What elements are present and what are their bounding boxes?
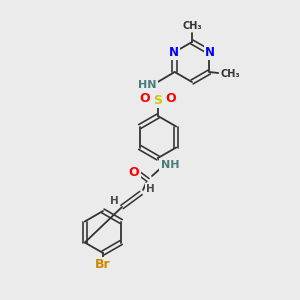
Text: N: N bbox=[205, 46, 215, 59]
Text: O: O bbox=[140, 92, 150, 104]
Text: Br: Br bbox=[95, 259, 111, 272]
Text: CH₃: CH₃ bbox=[220, 69, 240, 79]
Text: S: S bbox=[154, 94, 163, 106]
Text: HN: HN bbox=[138, 80, 156, 90]
Text: O: O bbox=[166, 92, 176, 104]
Text: H: H bbox=[146, 184, 154, 194]
Text: NH: NH bbox=[161, 160, 179, 170]
Text: CH₃: CH₃ bbox=[182, 21, 202, 31]
Text: O: O bbox=[129, 167, 139, 179]
Text: H: H bbox=[110, 196, 118, 206]
Text: N: N bbox=[169, 46, 179, 59]
